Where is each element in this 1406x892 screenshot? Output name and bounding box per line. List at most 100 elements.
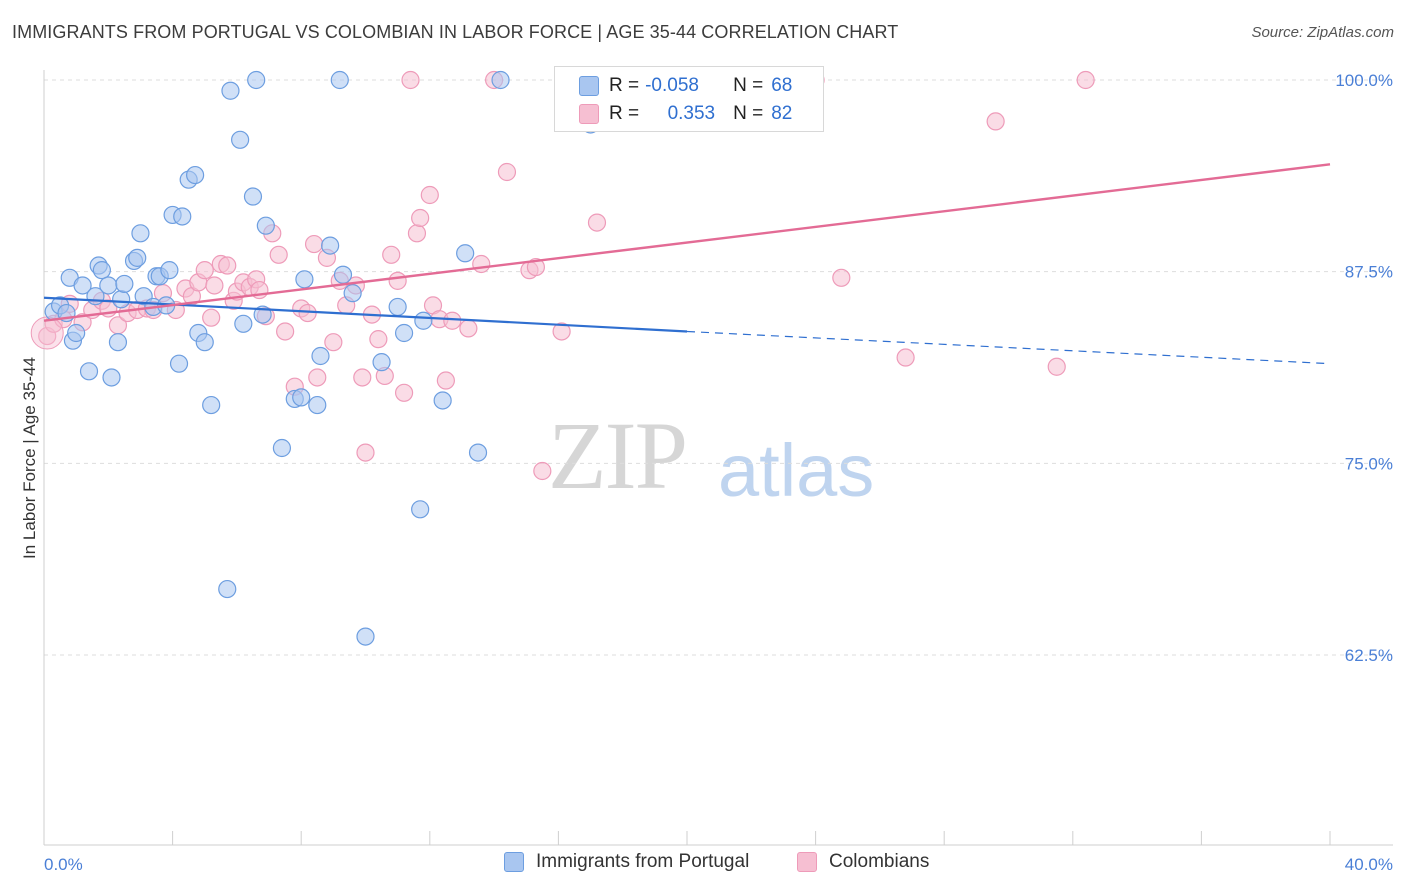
portugal-point (295, 270, 314, 289)
n-value: 68 (771, 75, 793, 96)
colombians-point (276, 322, 295, 341)
portugal-point (202, 395, 221, 415)
portugal-point (218, 579, 237, 599)
colombians-point (533, 461, 552, 481)
portugal-point (131, 224, 150, 243)
portugal-point (231, 130, 250, 149)
portugal-trend-extension (686, 330, 1331, 365)
r-label: R = (609, 103, 640, 124)
legend-swatch-blue (579, 76, 599, 96)
colombians-point (472, 254, 491, 274)
watermark-atlas: atlas (718, 429, 875, 512)
portugal-point (160, 261, 179, 280)
portugal-point (173, 207, 192, 226)
portugal-point (102, 368, 121, 387)
portugal-point (221, 81, 240, 100)
stats-legend: R = -0.058 N = 68 R = 0.353 N = 82 (554, 66, 824, 132)
portugal-point (321, 236, 340, 255)
y-tick-labels: 62.5% 75.0% 87.5% 100.0% (1335, 71, 1393, 665)
portugal-point (356, 627, 375, 646)
colombians-point (394, 383, 414, 402)
colombians-point (369, 330, 388, 349)
portugal-point (456, 244, 475, 263)
y-tick-label: 62.5% (1345, 646, 1393, 665)
colombians-point (1076, 70, 1095, 90)
portugal-point (112, 290, 131, 309)
colombians-point (1047, 357, 1066, 376)
r-label: R = (609, 75, 640, 96)
chart-title: IMMIGRANTS FROM PORTUGAL VS COLOMBIAN IN… (12, 22, 899, 42)
colombians-point (324, 333, 343, 352)
grid-lines (44, 79, 1393, 656)
stats-row-portugal: R = -0.058 N = 68 (579, 74, 792, 98)
colombians-point (497, 162, 517, 182)
legend-label-colombians: Colombians (829, 851, 930, 872)
n-label: N = (733, 103, 764, 124)
n-label: N = (733, 75, 764, 96)
portugal-point (247, 70, 266, 90)
x-tick-label-min: 0.0% (44, 855, 83, 874)
colombians-point (832, 268, 851, 287)
portugal-point (388, 297, 407, 317)
colombians-point (269, 245, 288, 264)
legend-label-portugal: Immigrants from Portugal (536, 851, 750, 872)
colombians-point (552, 322, 571, 341)
colombians-points (30, 70, 1095, 481)
portugal-point (308, 395, 327, 415)
portugal-point (343, 284, 362, 303)
portugal-point (234, 314, 253, 333)
colombians-point (205, 276, 224, 295)
colombians-point (388, 271, 407, 290)
legend-swatch-blue (504, 852, 524, 872)
r-value: 0.353 (667, 103, 716, 124)
legend-swatch-pink (797, 852, 817, 872)
colombians-point (298, 303, 317, 323)
colombians-point (382, 245, 401, 264)
colombians-point (401, 70, 420, 90)
y-tick-label: 75.0% (1345, 454, 1393, 473)
colombians-point (218, 256, 237, 275)
colombians-point (202, 308, 221, 327)
portugal-point (128, 248, 147, 267)
legend-swatch-pink (579, 104, 599, 124)
colombians-point (195, 261, 214, 280)
n-value: 82 (771, 103, 793, 124)
colombians-trend-line (43, 163, 1331, 322)
colombians-point (436, 371, 455, 390)
colombians-point-cluster (30, 316, 64, 350)
portugal-point (272, 438, 292, 458)
portugal-point (491, 70, 510, 90)
portugal-point (73, 276, 92, 295)
portugal-point (195, 333, 214, 352)
colombians-point (411, 208, 430, 228)
portugal-points (44, 70, 600, 646)
colombians-point (896, 348, 915, 367)
portugal-point (243, 187, 263, 206)
source-label: Source: ZipAtlas.com (1251, 24, 1394, 41)
portugal-point (99, 276, 118, 295)
portugal-point (108, 333, 128, 352)
colombians-point (443, 311, 462, 330)
portugal-point (186, 165, 205, 185)
portugal-point (433, 391, 452, 410)
portugal-point (414, 311, 433, 330)
x-tick-label-max: 40.0% (1345, 855, 1393, 874)
colombians-point (407, 224, 427, 243)
portugal-point (115, 274, 134, 294)
portugal-point (79, 362, 99, 381)
colombians-point (459, 319, 478, 338)
portugal-trend-line (43, 296, 688, 333)
portugal-point (67, 323, 86, 343)
legend-item-colombians[interactable]: Colombians (797, 851, 929, 873)
portugal-point (372, 353, 391, 372)
portugal-point (311, 346, 330, 366)
portugal-point (411, 500, 430, 519)
portugal-point (292, 388, 311, 407)
portugal-point (169, 354, 189, 373)
legend-item-portugal[interactable]: Immigrants from Portugal (504, 851, 749, 873)
portugal-point (394, 323, 414, 343)
r-value: -0.058 (645, 75, 699, 96)
portugal-point (330, 70, 349, 90)
colombians-point (526, 257, 545, 277)
